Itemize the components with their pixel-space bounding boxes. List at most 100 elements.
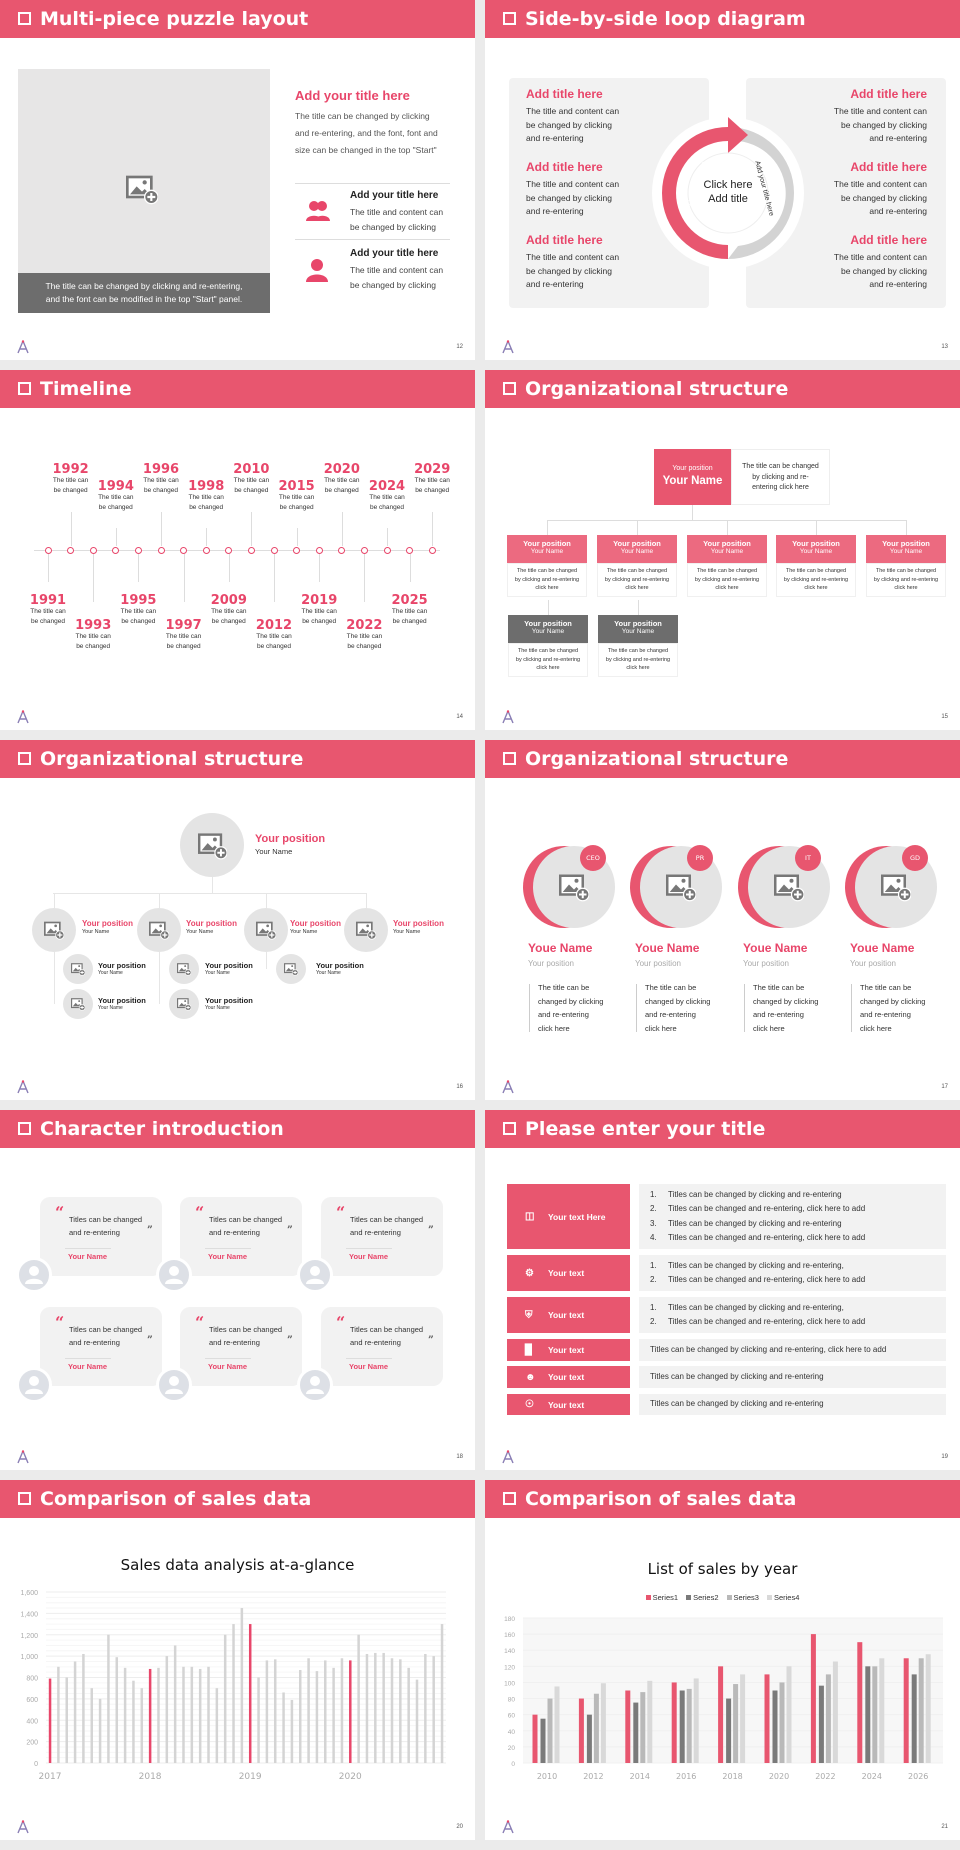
timeline-dot[interactable] bbox=[180, 546, 188, 554]
x-tick-label: 2012 bbox=[583, 1772, 603, 1781]
center-line: Add title bbox=[708, 193, 748, 205]
row-label[interactable]: ☉ Your text bbox=[507, 1394, 630, 1415]
photo-circle[interactable] bbox=[63, 954, 93, 984]
bar bbox=[640, 1692, 646, 1763]
image-placeholder[interactable]: The title can be changed by clicking and… bbox=[18, 69, 270, 313]
row-item: 3. Titles can be changed by clicking and … bbox=[650, 1217, 946, 1232]
row-label[interactable]: ⛨ Your text bbox=[507, 1297, 630, 1333]
timeline-dot[interactable] bbox=[428, 546, 436, 554]
position-box[interactable]: Your position Your Name bbox=[687, 535, 767, 563]
legend-item[interactable]: Series3 bbox=[726, 1593, 759, 1602]
slide-8[interactable]: Please enter your title 19 ◫ Your text Here… bbox=[485, 1110, 960, 1470]
center-label[interactable]: Click here Add title bbox=[688, 178, 768, 206]
photo-circle[interactable] bbox=[344, 908, 388, 952]
user-settings-icon: ⚙ bbox=[525, 1267, 534, 1279]
position-box[interactable]: Your position Your Name bbox=[866, 535, 946, 563]
testimonial-card[interactable]: “ Titles can be changed and re-entering ” Yo… bbox=[40, 1197, 162, 1276]
row-label[interactable]: ▉ Your text bbox=[507, 1339, 630, 1361]
add-image-icon bbox=[71, 998, 85, 1011]
slide-7[interactable]: Character introduction 18 “ Titles can be c… bbox=[0, 1110, 475, 1470]
legend-item[interactable]: Series2 bbox=[686, 1593, 719, 1602]
quote-line: Titles can be changed bbox=[69, 1215, 143, 1224]
bar bbox=[424, 1653, 427, 1763]
bar bbox=[578, 1698, 584, 1763]
row-label[interactable]: ⚙ Your text bbox=[507, 1255, 630, 1291]
timeline-dot[interactable] bbox=[406, 546, 414, 554]
bar bbox=[547, 1698, 553, 1763]
timeline-connector bbox=[296, 528, 298, 546]
timeline-dot[interactable] bbox=[44, 546, 52, 554]
slide-header: Multi-piece puzzle layout bbox=[0, 0, 475, 38]
bar bbox=[315, 1671, 319, 1763]
slide-3[interactable]: Timeline 14 1991 The title can be changed 199… bbox=[0, 370, 475, 730]
photo-circle[interactable] bbox=[63, 989, 93, 1019]
slide-4[interactable]: Organizational structure 15 Your position Y… bbox=[485, 370, 960, 730]
legend-item[interactable]: Series1 bbox=[645, 1593, 678, 1602]
slide-1[interactable]: Multi-piece puzzle layout 12 The title can… bbox=[0, 0, 475, 360]
bar bbox=[282, 1692, 285, 1763]
testimonial-card[interactable]: “ Titles can be changed and re-entering ” Yo… bbox=[321, 1307, 443, 1386]
photo-circle[interactable] bbox=[169, 989, 199, 1019]
connector bbox=[54, 952, 55, 1004]
photo-circle[interactable] bbox=[137, 908, 181, 952]
top-position-box[interactable]: Your position Your Name bbox=[654, 449, 731, 505]
x-tick-label: 2020 bbox=[769, 1772, 789, 1781]
photo-circle[interactable] bbox=[244, 908, 288, 952]
row-label[interactable]: ☻ Your text bbox=[507, 1366, 630, 1388]
bar bbox=[349, 1660, 352, 1763]
event-text: be changed bbox=[144, 487, 178, 494]
position-box[interactable]: Your position Your Name bbox=[508, 615, 588, 643]
desc-line: by clicking and re-entering bbox=[515, 656, 581, 663]
timeline-dot[interactable] bbox=[89, 546, 97, 554]
position-box[interactable]: Your position Your Name bbox=[598, 615, 678, 643]
row-item: 1. Titles can be changed by clicking and … bbox=[650, 1301, 946, 1316]
bar bbox=[733, 1684, 739, 1763]
timeline-dot[interactable] bbox=[134, 546, 142, 554]
photo-circle[interactable] bbox=[276, 954, 306, 984]
slide-6[interactable]: Organizational structure 17 CEO Youe Name Yo… bbox=[485, 740, 960, 1100]
timeline-dot[interactable] bbox=[225, 546, 233, 554]
shield-icon: ⛨ bbox=[525, 1309, 533, 1321]
timeline-dot[interactable] bbox=[67, 546, 75, 554]
member-desc: changed by clicking bbox=[538, 996, 604, 1006]
block-line: The title and content can bbox=[526, 106, 620, 116]
paragraph-line: and re-entering, and the font, font and bbox=[295, 128, 438, 138]
position-box[interactable]: Your position Your Name bbox=[507, 535, 587, 563]
row-label[interactable]: ◫ Your text Here bbox=[507, 1184, 630, 1249]
timeline-dot[interactable] bbox=[338, 546, 346, 554]
timeline-dot[interactable] bbox=[202, 546, 210, 554]
testimonial-card[interactable]: “ Titles can be changed and re-entering ” Yo… bbox=[40, 1307, 162, 1386]
timeline-connector bbox=[228, 554, 230, 582]
role-badge: IT bbox=[795, 845, 821, 871]
timeline-dot[interactable] bbox=[315, 546, 323, 554]
slide-10[interactable]: Comparison of sales data 21 List of sales … bbox=[485, 1480, 960, 1840]
event-text: The title can bbox=[98, 494, 134, 501]
close-quote-icon: ” bbox=[147, 1225, 153, 1236]
timeline-dot[interactable] bbox=[270, 546, 278, 554]
timeline-dot[interactable] bbox=[360, 546, 368, 554]
timeline-dot[interactable] bbox=[247, 546, 255, 554]
position-box[interactable]: Your position Your Name bbox=[776, 535, 856, 563]
timeline-dot[interactable] bbox=[112, 546, 120, 554]
bar bbox=[65, 1677, 68, 1763]
photo-circle[interactable] bbox=[32, 908, 76, 952]
photo-circle[interactable] bbox=[169, 954, 199, 984]
testimonial-card[interactable]: “ Titles can be changed and re-entering ” Yo… bbox=[321, 1197, 443, 1276]
slide-9[interactable]: Comparison of sales data 20 Sales data ana… bbox=[0, 1480, 475, 1840]
event-year: 2025 bbox=[391, 593, 428, 608]
legend-item[interactable]: Series4 bbox=[766, 1593, 799, 1602]
bar bbox=[48, 1678, 52, 1763]
avatar-icon bbox=[16, 1367, 52, 1403]
timeline-dot[interactable] bbox=[383, 546, 391, 554]
photo-circle[interactable] bbox=[180, 813, 244, 877]
bar bbox=[182, 1666, 185, 1763]
testimonial-card[interactable]: “ Titles can be changed and re-entering ” Yo… bbox=[180, 1197, 302, 1276]
timeline-connector bbox=[115, 528, 117, 546]
timeline-dot[interactable] bbox=[157, 546, 165, 554]
bar bbox=[340, 1658, 344, 1763]
slide-5[interactable]: Organizational structure 16 Your position Y… bbox=[0, 740, 475, 1100]
timeline-dot[interactable] bbox=[293, 546, 301, 554]
slide-2[interactable]: Side-by-side loop diagram 13 Add title her… bbox=[485, 0, 960, 360]
position-box[interactable]: Your position Your Name bbox=[597, 535, 677, 563]
testimonial-card[interactable]: “ Titles can be changed and re-entering ” Yo… bbox=[180, 1307, 302, 1386]
